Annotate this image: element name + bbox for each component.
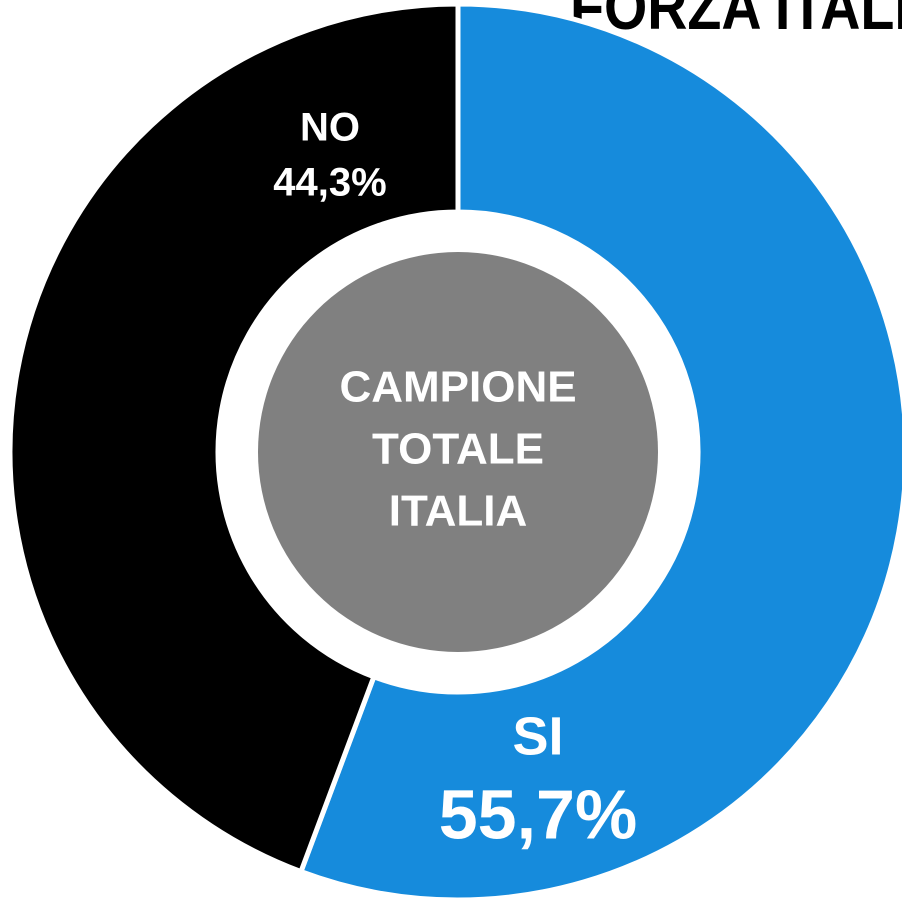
center-text: ITALIA [389,487,528,536]
value-label: 55,7% [439,775,637,853]
value-label: 44,3% [273,161,386,205]
segment-label: SI [512,706,563,766]
center-text: TOTALE [372,425,544,474]
donut-segment [297,1,902,903]
segment-label: NO [300,106,360,150]
center-circle [258,252,658,652]
donut-segment [7,1,461,875]
center-text: CAMPIONE [339,363,576,412]
